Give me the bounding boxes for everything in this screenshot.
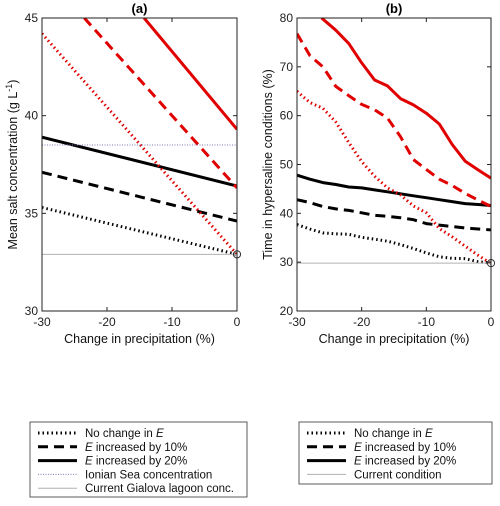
legend-label-text: No change in bbox=[354, 428, 425, 440]
series-line-5 bbox=[142, 18, 237, 131]
y-axis-label-main: Time in hypersaline conditions (%) bbox=[261, 69, 275, 260]
legend-a: No change in EE increased by 10%E increa… bbox=[29, 421, 248, 498]
y-tick-label: 20 bbox=[280, 304, 294, 318]
y-tick-label: 30 bbox=[280, 255, 294, 269]
x-tick-label: 0 bbox=[234, 315, 241, 329]
y-tick-label: 45 bbox=[25, 11, 39, 25]
series-line-1 bbox=[42, 170, 237, 223]
legend-label-text: increased by 20% bbox=[93, 456, 188, 468]
x-tick-label: 0 bbox=[488, 315, 495, 329]
x-tick-label: -30 bbox=[33, 315, 51, 329]
x-tick-label: -10 bbox=[163, 315, 181, 329]
legend-label: Ionian Sea concentration bbox=[85, 469, 212, 481]
legend-label-text: increased by 20% bbox=[362, 456, 457, 468]
x-tick-label: -30 bbox=[288, 315, 306, 329]
legend-label: No change in E bbox=[85, 428, 164, 440]
panel-title: (b) bbox=[386, 1, 403, 16]
legend-label: Current condition bbox=[354, 469, 442, 481]
plot-frame bbox=[296, 17, 492, 312]
series-line-4 bbox=[297, 32, 491, 208]
legend-box bbox=[298, 421, 493, 485]
legend-label-variable: E bbox=[354, 456, 362, 468]
panel-title: (a) bbox=[132, 1, 148, 16]
plot-frame bbox=[41, 17, 238, 312]
y-tick-label: 40 bbox=[25, 109, 39, 123]
legend-label-variable: E bbox=[156, 428, 164, 440]
legend-label: E increased by 20% bbox=[354, 456, 456, 468]
series-line-4 bbox=[83, 18, 237, 189]
y-tick-label: 60 bbox=[280, 109, 294, 123]
y-tick-label: 80 bbox=[280, 11, 294, 25]
series-line-0 bbox=[42, 206, 237, 256]
legend-label: E increased by 10% bbox=[85, 442, 187, 454]
legend-label-variable: E bbox=[425, 428, 433, 440]
series-group bbox=[42, 18, 237, 256]
legend-label-variable: E bbox=[354, 442, 362, 454]
y-axis-label-close: ) bbox=[6, 80, 20, 84]
legend-label: Current Gialova lagoon conc. bbox=[85, 483, 234, 495]
series-line-5 bbox=[320, 18, 491, 180]
y-axis-label: Time in hypersaline conditions (%) bbox=[261, 69, 275, 260]
y-axis-label-main: Mean salt concentration (g L bbox=[6, 92, 20, 250]
y-tick-label: 50 bbox=[280, 158, 294, 172]
legend-label-text: increased by 10% bbox=[93, 442, 188, 454]
legend-label-text: Ionian Sea concentration bbox=[85, 469, 212, 481]
series-line-2 bbox=[297, 173, 491, 207]
y-axis-label: Mean salt concentration (g L-1) bbox=[4, 80, 20, 250]
legend-label-text: Current condition bbox=[354, 469, 442, 481]
panel-b: (b) -30 -20 -10 0 20 30 40 50 60 70 80 Change in pre… bbox=[261, 1, 496, 346]
series-line-0 bbox=[297, 223, 491, 265]
legend-label-variable: E bbox=[85, 442, 93, 454]
series-line-3 bbox=[297, 90, 491, 265]
legend-label-text: No change in bbox=[85, 428, 156, 440]
legend-label-text: Current Gialova lagoon conc. bbox=[85, 483, 234, 495]
x-tick-label: -20 bbox=[98, 315, 116, 329]
legend-label-text: increased by 10% bbox=[362, 442, 457, 454]
panel-a: (a) -30 -20 -10 0 30 35 40 45 Change in precipita… bbox=[4, 1, 242, 346]
legend-b: No change in EE increased by 10%E increa… bbox=[298, 421, 493, 485]
x-tick-label: -20 bbox=[353, 315, 371, 329]
y-tick-label: 35 bbox=[25, 206, 39, 220]
y-axis-label-sup: -1 bbox=[4, 84, 14, 92]
x-axis-label: Change in precipitation (%) bbox=[319, 332, 470, 346]
y-tick-label: 30 bbox=[25, 304, 39, 318]
series-group bbox=[297, 18, 491, 265]
x-axis-label: Change in precipitation (%) bbox=[64, 332, 215, 346]
legend-label-variable: E bbox=[85, 456, 93, 468]
legend-label: No change in E bbox=[354, 428, 433, 440]
y-tick-label: 40 bbox=[280, 206, 294, 220]
x-tick-label: -10 bbox=[418, 315, 436, 329]
legend-label: E increased by 10% bbox=[354, 442, 456, 454]
y-tick-label: 70 bbox=[280, 60, 294, 74]
series-line-1 bbox=[297, 198, 491, 232]
legend-label: E increased by 20% bbox=[85, 456, 187, 468]
